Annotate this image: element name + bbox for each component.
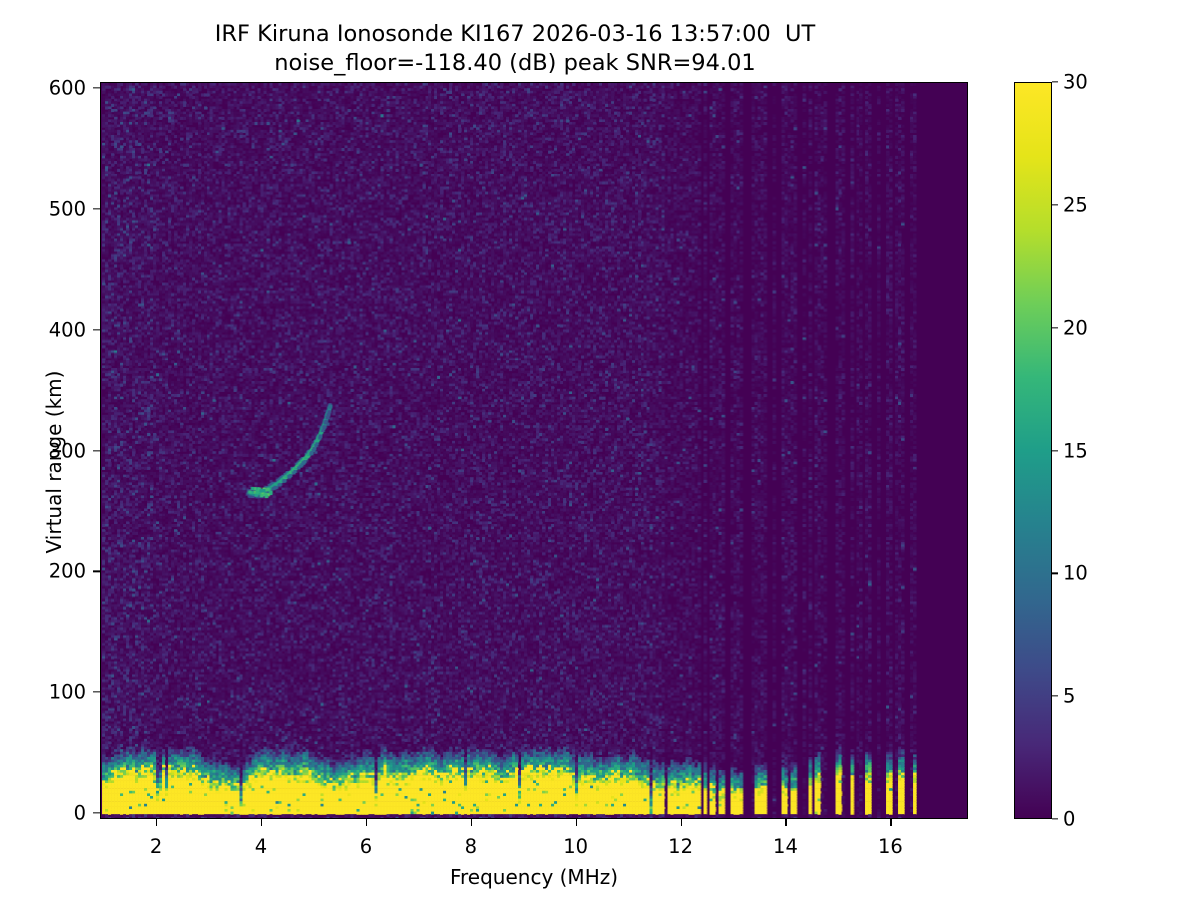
- colorbar-tick-label: 0: [1063, 807, 1076, 831]
- x-tick-mark: [261, 819, 263, 826]
- y-tick-label: 600: [48, 76, 86, 100]
- x-tick-mark: [365, 819, 368, 826]
- y-tick-mark: [93, 208, 100, 210]
- x-tick-mark: [890, 819, 892, 826]
- x-tick-label: 12: [668, 835, 693, 858]
- colorbar-tick-mark: [1052, 327, 1058, 329]
- colorbar-tick-mark: [1052, 818, 1058, 820]
- figure-title: IRF Kiruna Ionosonde KI167 2026-03-16 13…: [0, 20, 1030, 78]
- ionogram-heatmap: [101, 83, 967, 818]
- colorbar-tick-label: 30: [1063, 70, 1088, 94]
- colorbar-tick-mark: [1052, 81, 1058, 83]
- y-tick-mark: [93, 449, 100, 452]
- colorbar-tick-label: 20: [1063, 316, 1088, 340]
- colorbar-tick-mark: [1052, 572, 1058, 574]
- y-tick-mark: [93, 329, 100, 331]
- colorbar-tick-mark: [1052, 204, 1058, 206]
- y-tick-mark: [93, 812, 100, 814]
- colorbar[interactable]: [1014, 82, 1052, 819]
- y-tick-label: 400: [48, 318, 86, 342]
- x-tick-mark: [575, 819, 577, 826]
- x-tick-mark: [680, 819, 682, 826]
- y-tick-mark: [93, 87, 100, 89]
- colorbar-tick-mark: [1052, 449, 1058, 452]
- x-tick-label: 6: [359, 835, 373, 858]
- x-tick-label: 14: [773, 835, 798, 858]
- x-tick-label: 16: [877, 835, 903, 858]
- y-tick-label: 100: [48, 680, 86, 704]
- y-tick-label: 500: [48, 197, 86, 221]
- x-tick-mark: [785, 819, 787, 826]
- x-tick-label: 2: [149, 835, 163, 858]
- x-tick-mark: [470, 819, 473, 826]
- y-tick-mark: [93, 570, 100, 572]
- colorbar-tick-label: 10: [1063, 561, 1088, 585]
- y-tick-label: 0: [73, 801, 86, 825]
- colorbar-tick-label: 25: [1063, 193, 1088, 217]
- colorbar-tick-label: 15: [1063, 439, 1088, 462]
- y-axis: Virtual range (km) 0 100 200 300 400 500 600: [0, 0, 100, 900]
- colorbar-tick-label: 5: [1063, 684, 1076, 708]
- x-tick-label: 4: [254, 835, 268, 858]
- y-tick-label: 300: [48, 439, 86, 462]
- x-axis: Frequency (MHz) 2 4 6 8 10 12 14 16: [0, 819, 1200, 900]
- x-tick-label: 8: [464, 835, 478, 858]
- y-tick-mark: [93, 691, 100, 693]
- ionogram-plot-area[interactable]: [100, 82, 968, 819]
- colorbar-gradient: [1015, 83, 1051, 818]
- x-tick-label: 10: [563, 835, 589, 858]
- colorbar-tick-mark: [1052, 695, 1058, 697]
- y-tick-label: 200: [48, 559, 86, 583]
- title-line-1: IRF Kiruna Ionosonde KI167 2026-03-16 13…: [214, 21, 816, 47]
- x-axis-label: Frequency (MHz): [449, 865, 619, 889]
- x-tick-mark: [156, 819, 158, 826]
- title-line-2: noise_floor=-118.40 (dB) peak SNR=94.01: [274, 49, 756, 76]
